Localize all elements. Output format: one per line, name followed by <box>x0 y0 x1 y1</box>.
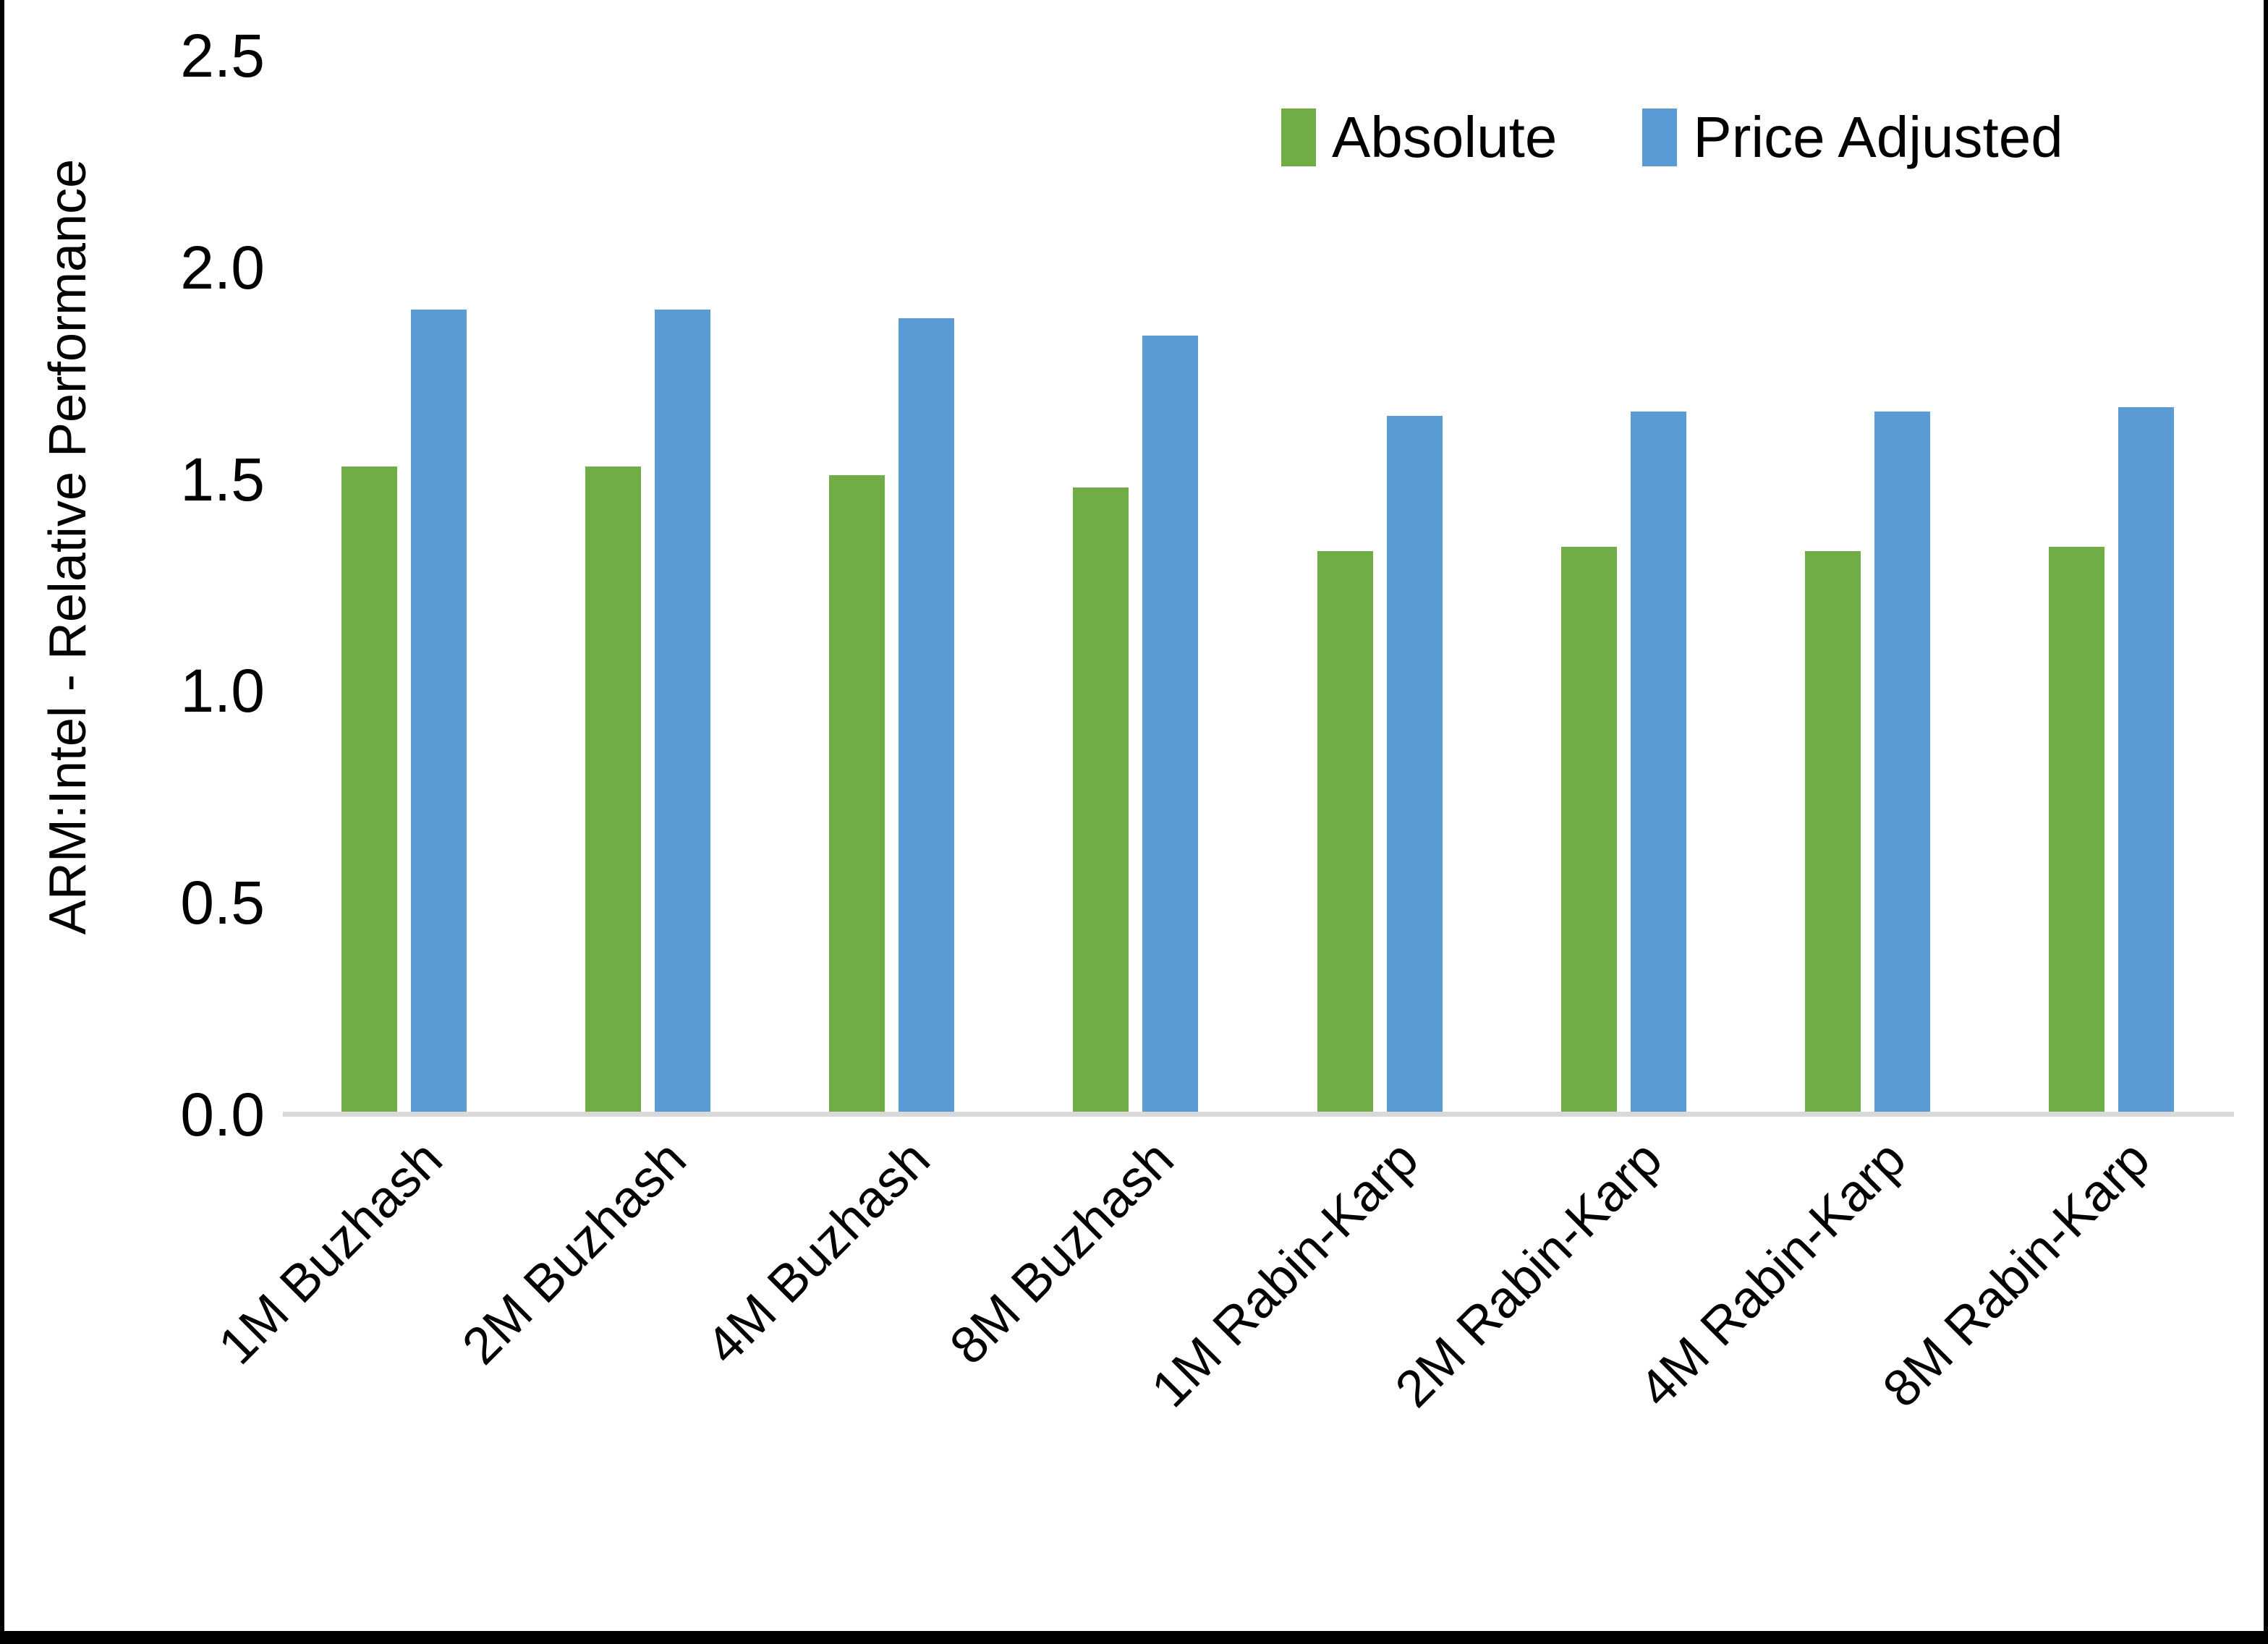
x-axis-tick-label: 1M Rabin-Karp <box>1140 1130 1430 1419</box>
x-axis-tick-label: 2M Buzhash <box>451 1130 697 1376</box>
bar-absolute[interactable] <box>341 467 397 1115</box>
bar-price-adjusted[interactable] <box>899 318 955 1115</box>
x-axis-line <box>283 1112 2234 1117</box>
y-axis-tick-label: 2.5 <box>180 22 265 90</box>
y-axis-tick-labels: 2.5 2.0 1.5 1.0 0.5 0.0 <box>69 0 265 1644</box>
legend-swatch-blue-icon <box>1642 108 1678 166</box>
x-axis-tick-label: 4M Buzhash <box>695 1130 941 1376</box>
x-axis-tick-label: 8M Rabin-Karp <box>1872 1130 2161 1419</box>
bar-group <box>1503 56 1746 1115</box>
bar-price-adjusted[interactable] <box>1142 335 1199 1115</box>
y-axis-tick-label: 2.0 <box>180 233 265 302</box>
y-axis-tick-label: 0.0 <box>180 1081 265 1149</box>
legend-label: Absolute <box>1332 105 1558 169</box>
bar-absolute[interactable] <box>585 467 642 1115</box>
legend-swatch-green-icon <box>1281 108 1316 166</box>
bar-absolute[interactable] <box>1073 487 1129 1115</box>
x-axis-tick-labels: 1M Buzhash 2M Buzhash 4M Buzhash 8M Buzhash… <box>208 1128 2234 1577</box>
bar-group <box>1990 56 2234 1115</box>
bar-price-adjusted[interactable] <box>655 310 711 1115</box>
plot-area <box>283 56 2234 1115</box>
bar-price-adjusted[interactable] <box>411 310 467 1115</box>
bar-absolute[interactable] <box>1317 551 1373 1115</box>
y-axis-tick-label: 1.5 <box>180 445 265 514</box>
bar-absolute[interactable] <box>1560 547 1617 1115</box>
y-axis-tick-label: 0.5 <box>180 869 265 937</box>
bar-price-adjusted[interactable] <box>1874 411 1930 1115</box>
bar-group <box>1259 56 1503 1115</box>
legend-label: Price Adjusted <box>1693 105 2063 169</box>
bar-absolute[interactable] <box>2048 547 2105 1115</box>
x-axis-tick-label: 8M Buzhash <box>939 1130 1186 1376</box>
legend-entry[interactable]: Absolute <box>1281 108 1557 166</box>
bar-group <box>283 56 527 1115</box>
bar-absolute[interactable] <box>829 474 885 1115</box>
bar-group <box>770 56 1014 1115</box>
bar-group <box>1014 56 1258 1115</box>
bar-price-adjusted[interactable] <box>2118 407 2174 1115</box>
legend-entry[interactable]: Price Adjusted <box>1642 108 2063 166</box>
x-axis-tick-label: 2M Rabin-Karp <box>1384 1130 1673 1419</box>
bar-group <box>1746 56 1990 1115</box>
bar-price-adjusted[interactable] <box>1630 411 1686 1115</box>
bar-absolute[interactable] <box>1804 551 1861 1115</box>
chart-legend: Absolute Price Adjusted <box>1281 101 2063 174</box>
y-axis-tick-label: 1.0 <box>180 657 265 725</box>
bar-price-adjusted[interactable] <box>1386 415 1443 1115</box>
bar-group <box>527 56 770 1115</box>
x-axis-tick-label: 4M Rabin-Karp <box>1628 1130 1917 1419</box>
